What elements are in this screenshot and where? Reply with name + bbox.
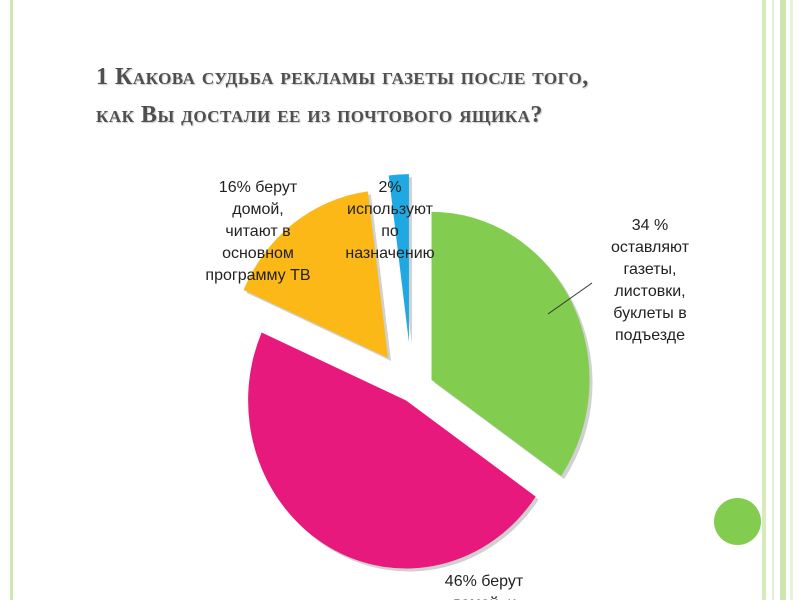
title-line-2: как Вы достали ее из почтового ящика? [96, 102, 543, 128]
slice-label-1-line: буклеты в [613, 305, 686, 322]
pie-slice-3 [243, 191, 389, 358]
slice-label-1-line: подъезде [615, 327, 685, 344]
pie-slice-1 [431, 211, 590, 476]
slice-label-3-line: 16% берут [219, 179, 298, 196]
slice-label-3-line: программу ТВ [205, 267, 310, 284]
slice-labels: 34 % оставляют газеты, листовки, буклеты в по… [205, 179, 689, 600]
pie-slice-4 [388, 174, 409, 343]
leader-lines [547, 282, 593, 315]
slice-label-4-line: по [381, 223, 399, 240]
slice-label-4-line: назначению [345, 245, 434, 262]
slide-right-stripes [754, 0, 800, 600]
slice-label-3-line: домой, [232, 201, 284, 218]
slice-label-4-line: 2% [378, 179, 401, 196]
slice-label-3: 16% берут домой, читают в основном программу… [205, 179, 310, 284]
slice-label-1-line: оставляют [611, 239, 690, 256]
slice-label-1-line: листовки, [614, 283, 685, 300]
slice-label-4: 2% используют по назначению [345, 179, 434, 262]
slice-label-2-line: домой, и [452, 595, 517, 600]
decorative-green-dot [714, 498, 761, 545]
slide-left-border [10, 0, 13, 600]
slice-label-1: 34 % оставляют газеты, листовки, буклеты в по… [611, 217, 690, 344]
title-line-1: 1 Какова судьба рекламы газеты после тог… [96, 64, 589, 90]
slice-label-2: 46% берут домой, и [445, 573, 524, 600]
slice-label-2-line: 46% берут [445, 573, 524, 590]
slice-label-3-line: читают в [225, 223, 290, 240]
slice-label-1-line: 34 % [632, 217, 668, 234]
slice-label-4-line: используют [347, 201, 434, 218]
slice-label-1-line: газеты, [624, 261, 677, 278]
pie-slice-2 [248, 332, 536, 569]
slice-label-3-line: основном [222, 245, 294, 262]
slide-title: 1 Какова судьба рекламы газеты после тог… [96, 58, 736, 134]
pie-slices [243, 174, 593, 572]
leader-line-slice-1 [547, 282, 593, 315]
